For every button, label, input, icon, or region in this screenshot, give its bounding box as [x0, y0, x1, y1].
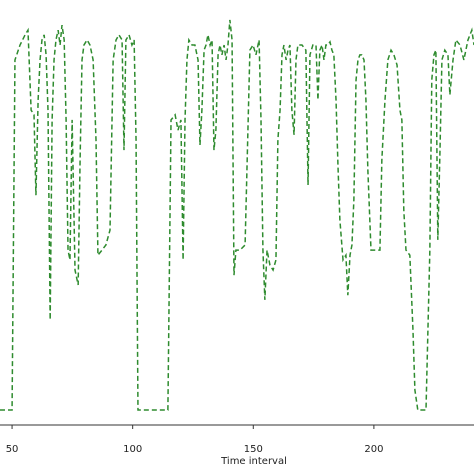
x-tick-label: 200: [364, 444, 383, 455]
x-axis-label: Time interval: [220, 456, 287, 467]
data-line: [0, 19, 474, 411]
x-tick-label: 100: [123, 444, 142, 455]
x-tick-label: 150: [244, 444, 263, 455]
x-tick-label: 50: [6, 444, 19, 455]
